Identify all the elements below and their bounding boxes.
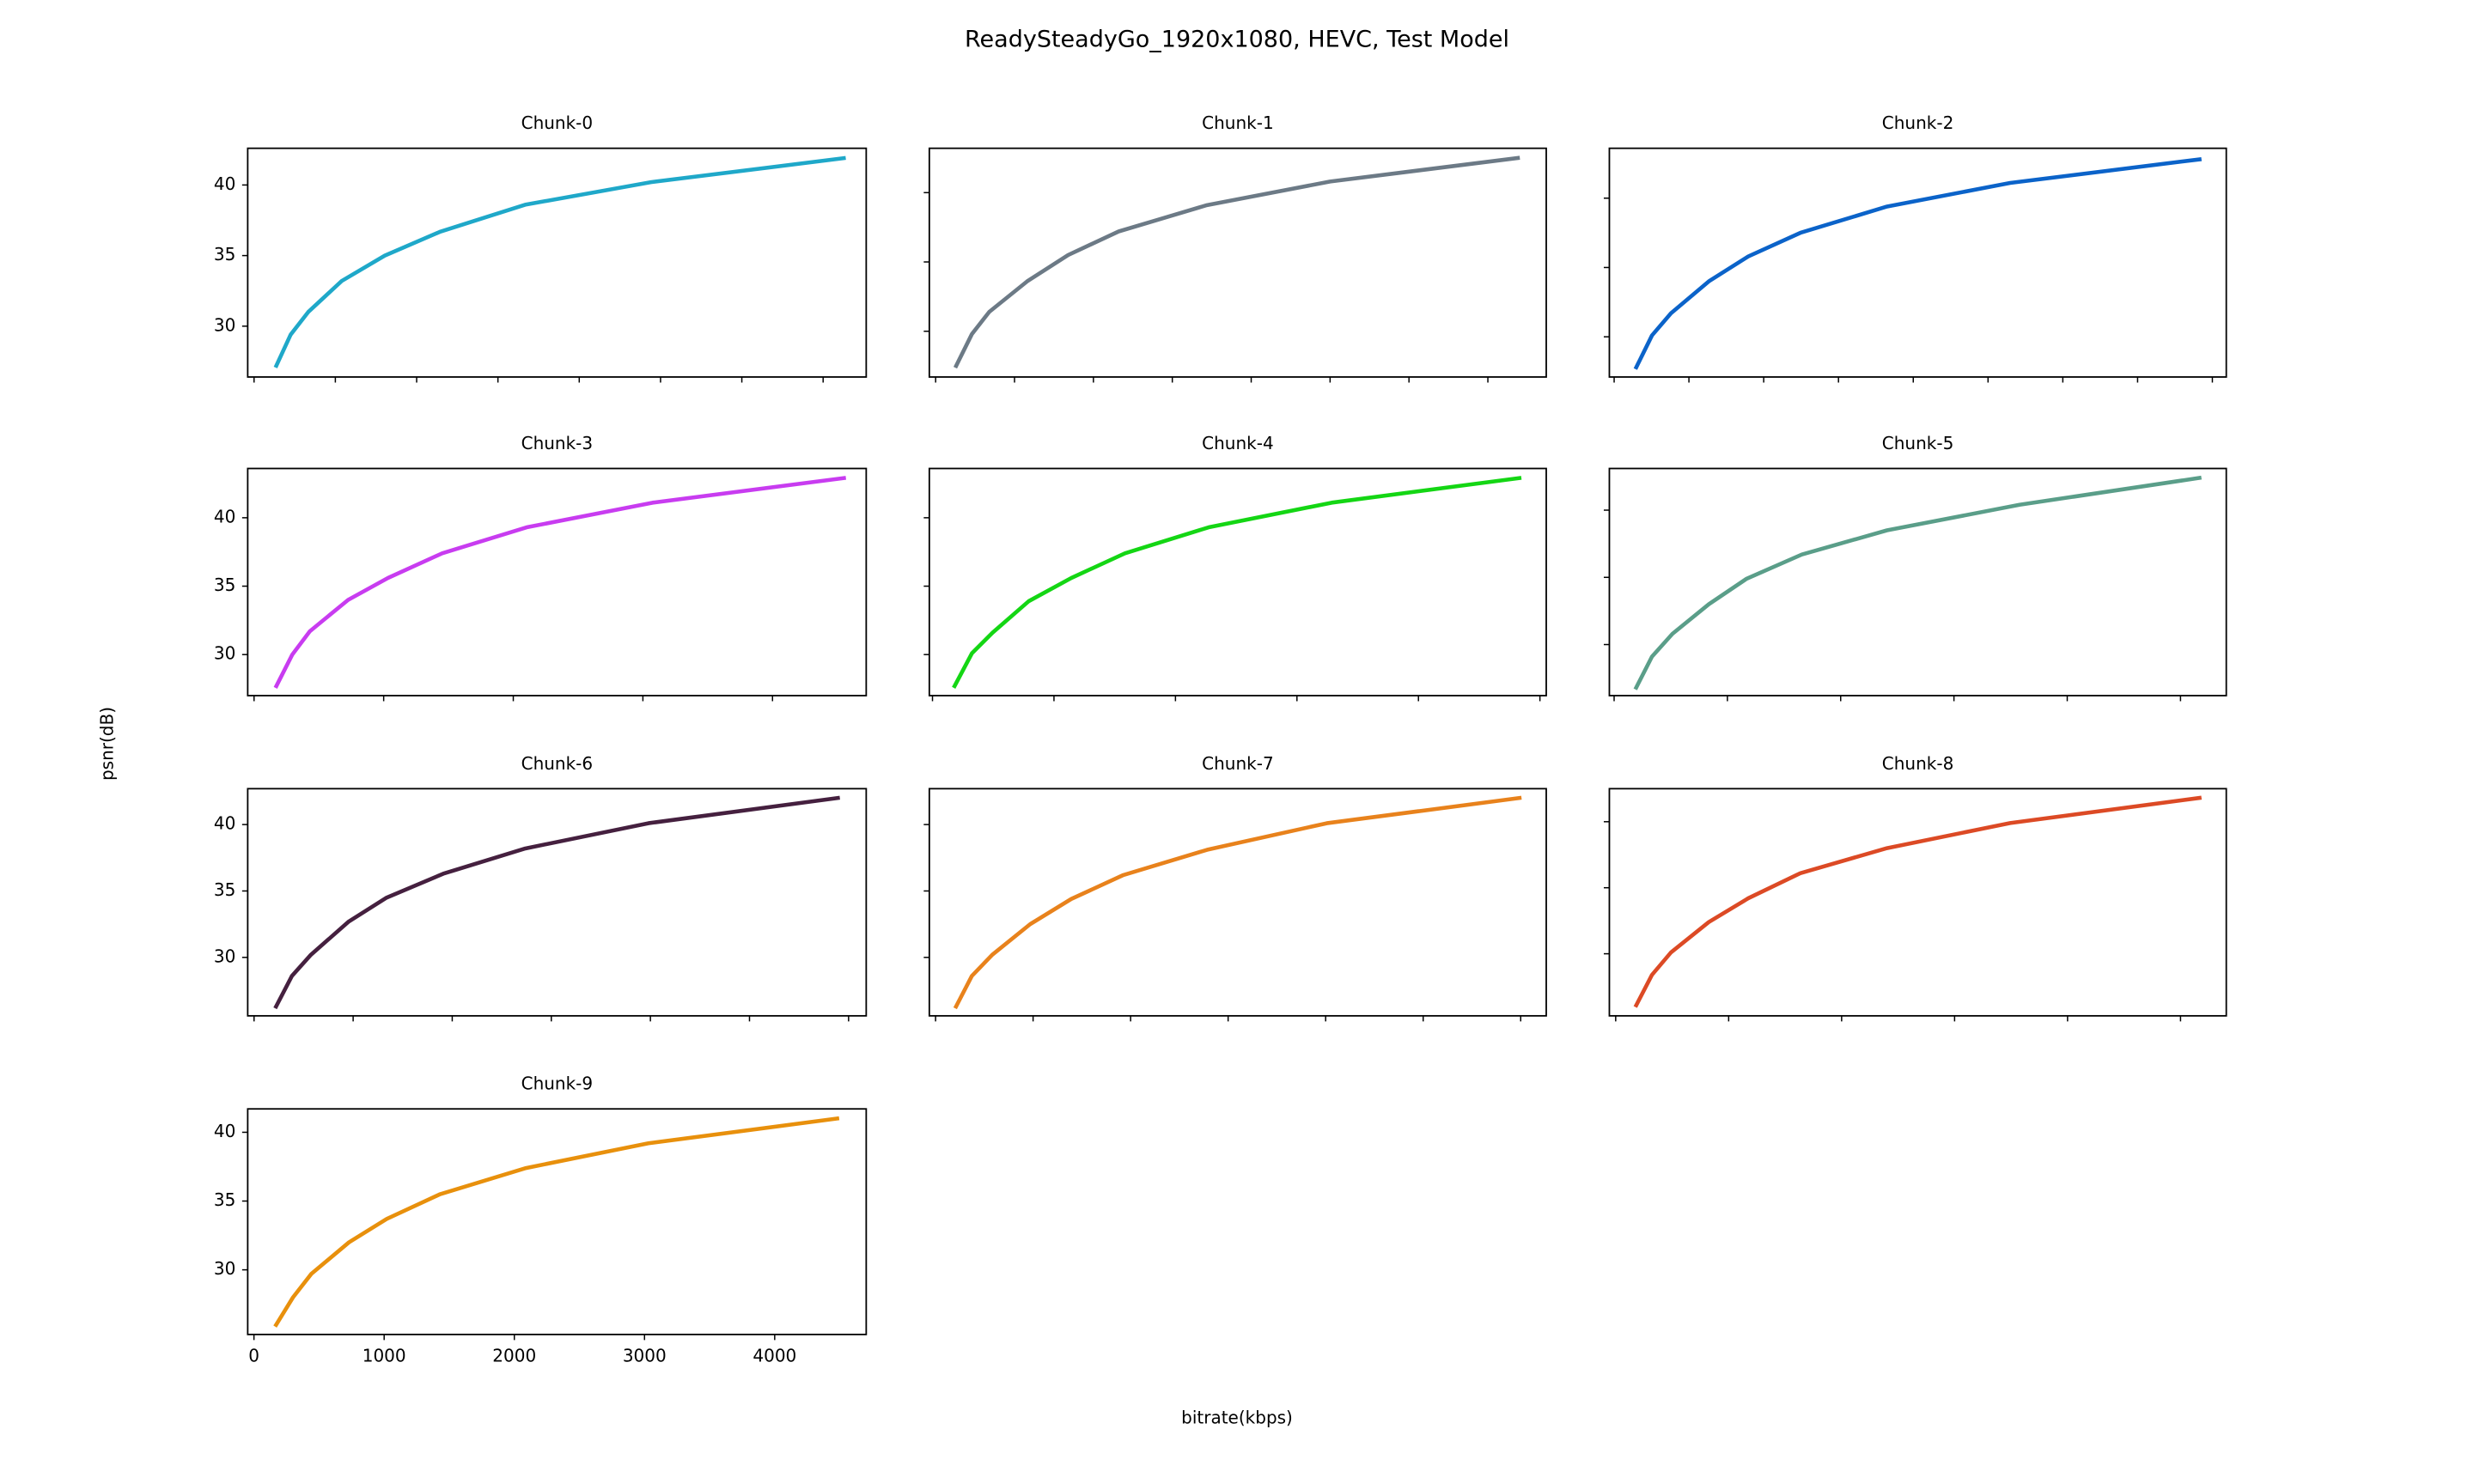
axes-frame bbox=[1608, 467, 2227, 696]
y-tick-label: 40 bbox=[214, 1121, 235, 1141]
x-tick-label: 2000 bbox=[492, 1345, 536, 1365]
y-tick-label: 40 bbox=[214, 173, 235, 194]
x-tick-label: 1000 bbox=[363, 1345, 406, 1365]
y-tick-label: 30 bbox=[214, 314, 235, 335]
y-tick-label: 35 bbox=[214, 244, 235, 265]
data-line bbox=[952, 476, 1522, 689]
data-line bbox=[273, 155, 846, 368]
axes-frame bbox=[928, 147, 1547, 378]
data-line bbox=[953, 795, 1522, 1010]
axes-frame bbox=[928, 788, 1547, 1017]
data-line bbox=[273, 476, 846, 689]
data-line bbox=[273, 1116, 840, 1328]
subplot-title: Chunk-9 bbox=[521, 1073, 594, 1094]
y-axis-label: psnr(dB) bbox=[97, 707, 118, 781]
figure-title: ReadySteadyGo_1920x1080, HEVC, Test Mode… bbox=[965, 27, 1509, 53]
y-tick-label: 40 bbox=[214, 506, 235, 526]
axes-frame bbox=[247, 1108, 868, 1335]
subplot-title: Chunk-2 bbox=[1882, 113, 1954, 133]
data-line bbox=[1633, 795, 2203, 1008]
subplot-title: Chunk-8 bbox=[1882, 753, 1954, 774]
subplot-title: Chunk-6 bbox=[521, 753, 594, 774]
subplot-title: Chunk-0 bbox=[521, 113, 594, 133]
axes-frame bbox=[247, 788, 868, 1017]
axes-frame bbox=[247, 467, 868, 696]
x-tick-label: 0 bbox=[248, 1345, 259, 1365]
subplot-title: Chunk-5 bbox=[1882, 433, 1954, 453]
subplot-title: Chunk-4 bbox=[1202, 433, 1274, 453]
x-tick-label: 3000 bbox=[623, 1345, 667, 1365]
axes-frame bbox=[1608, 788, 2227, 1017]
y-tick-label: 35 bbox=[214, 879, 235, 900]
data-line bbox=[1633, 157, 2203, 370]
data-line bbox=[953, 155, 1520, 369]
data-line bbox=[273, 795, 840, 1010]
y-tick-label: 35 bbox=[214, 575, 235, 595]
subplot-title: Chunk-7 bbox=[1202, 753, 1274, 774]
x-tick-label: 4000 bbox=[753, 1345, 796, 1365]
y-tick-label: 40 bbox=[214, 813, 235, 834]
data-line bbox=[1633, 475, 2202, 690]
x-axis-label: bitrate(kbps) bbox=[1181, 1408, 1293, 1428]
axes-frame bbox=[928, 467, 1547, 696]
y-tick-label: 30 bbox=[214, 643, 235, 664]
y-tick-label: 30 bbox=[214, 946, 235, 966]
y-tick-label: 35 bbox=[214, 1189, 235, 1210]
axes-frame bbox=[1608, 147, 2227, 378]
subplot-title: Chunk-3 bbox=[521, 433, 594, 453]
y-tick-label: 30 bbox=[214, 1258, 235, 1279]
subplot-title: Chunk-1 bbox=[1202, 113, 1274, 133]
axes-frame bbox=[247, 147, 868, 378]
